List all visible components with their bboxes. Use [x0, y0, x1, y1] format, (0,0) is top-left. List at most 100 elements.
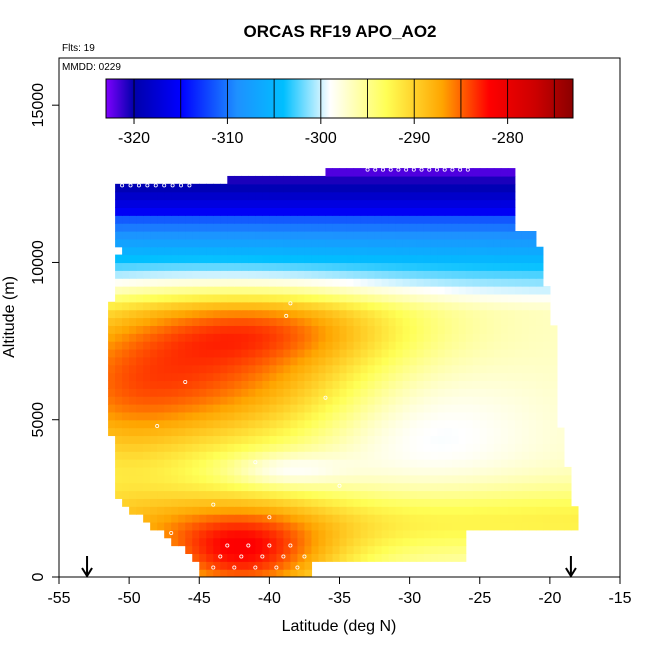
heatmap-cell: [367, 341, 376, 350]
heatmap-cell: [339, 207, 348, 216]
heatmap-cell: [430, 199, 439, 209]
heatmap-cell: [136, 207, 144, 216]
heatmap-cell: [500, 231, 509, 240]
heatmap-cell: [367, 317, 376, 326]
heatmap-cell: [206, 270, 214, 279]
heatmap-cell: [255, 199, 263, 209]
heatmap-cell: [227, 451, 235, 460]
heatmap-cell: [465, 231, 474, 240]
heatmap-cell: [395, 278, 404, 287]
heatmap-cell: [395, 545, 404, 555]
heatmap-cell: [206, 286, 214, 295]
heatmap-cell: [388, 372, 397, 382]
x-axis-label: Latitude (deg N): [282, 618, 397, 635]
heatmap-cell: [143, 498, 151, 507]
heatmap-cell: [318, 238, 327, 248]
heatmap-cell: [472, 207, 481, 216]
sample-point: [411, 167, 416, 172]
heatmap-cell: [206, 529, 214, 539]
heatmap-cell: [304, 215, 313, 224]
heatmap-cell: [556, 506, 565, 515]
heatmap-cell: [423, 521, 432, 531]
heatmap-cell: [276, 514, 284, 523]
heatmap-cell: [269, 231, 277, 240]
heatmap-cell: [486, 286, 495, 295]
heatmap-cell: [206, 262, 214, 271]
heatmap-cell: [304, 341, 313, 350]
heatmap-cell: [507, 207, 516, 216]
heatmap-cell: [122, 498, 130, 507]
heatmap-cell: [136, 490, 144, 499]
heatmap-cell: [150, 278, 158, 287]
heatmap-cell: [283, 317, 292, 326]
heatmap-cell: [241, 521, 249, 531]
heatmap-cell: [402, 435, 411, 444]
heatmap-cell: [199, 498, 207, 507]
heatmap-cell: [304, 175, 313, 185]
heatmap-cell: [143, 262, 151, 271]
heatmap-cell: [402, 293, 411, 303]
heatmap-cell: [262, 364, 270, 374]
heatmap-cell: [115, 262, 123, 271]
heatmap-cell: [269, 396, 277, 405]
heatmap-cell: [220, 490, 228, 499]
heatmap-cell: [311, 459, 320, 468]
heatmap-cell: [332, 537, 341, 547]
heatmap-cell: [234, 238, 242, 248]
heatmap-cell: [199, 529, 207, 539]
heatmap-cell: [339, 246, 348, 256]
heatmap-cell: [241, 199, 249, 209]
heatmap-cell: [234, 435, 242, 444]
heatmap-cell: [388, 506, 397, 515]
heatmap-cell: [318, 435, 327, 444]
heatmap-cell: [129, 183, 137, 193]
heatmap-cell: [199, 317, 207, 326]
heatmap-cell: [395, 490, 404, 499]
heatmap-cell: [444, 175, 453, 185]
heatmap-cell: [360, 356, 369, 366]
heatmap-cell: [381, 443, 390, 452]
heatmap-cell: [402, 356, 411, 366]
heatmap-cell: [514, 246, 523, 256]
heatmap-cell: [255, 419, 263, 429]
heatmap-cell: [192, 317, 200, 326]
heatmap-cell: [514, 254, 523, 264]
heatmap-cell: [339, 466, 348, 476]
heatmap-cell: [388, 521, 397, 531]
heatmap-cell: [115, 278, 123, 287]
heatmap-cell: [507, 341, 516, 350]
heatmap-cell: [465, 246, 474, 256]
heatmap-cell: [122, 333, 130, 342]
heatmap-cell: [409, 309, 418, 319]
heatmap-cell: [318, 262, 327, 271]
heatmap-cell: [507, 459, 516, 468]
heatmap-cell: [535, 388, 544, 397]
heatmap-cell: [367, 514, 376, 523]
heatmap-cell: [472, 254, 481, 264]
heatmap-cell: [444, 521, 453, 531]
heatmap-cell: [444, 293, 453, 303]
heatmap-cell: [458, 238, 467, 248]
heatmap-cell: [171, 498, 179, 507]
heatmap-cell: [171, 207, 179, 216]
heatmap-cell: [423, 301, 432, 311]
heatmap-cell: [115, 215, 123, 224]
latitude-arrows: [81, 556, 577, 578]
heatmap-cell: [451, 427, 460, 437]
heatmap-cell: [171, 482, 179, 492]
heatmap-cell: [374, 466, 383, 476]
heatmap-cell: [185, 309, 193, 319]
heatmap-cell: [213, 215, 221, 224]
heatmap-cell: [451, 286, 460, 295]
heatmap-cell: [248, 388, 256, 397]
heatmap-cell: [374, 238, 383, 248]
heatmap-cell: [276, 207, 284, 216]
heatmap-cell: [444, 388, 453, 397]
heatmap-cell: [150, 498, 158, 507]
heatmap-cell: [332, 262, 341, 271]
heatmap-cell: [311, 419, 320, 429]
heatmap-cell: [360, 427, 369, 437]
heatmap-cell: [500, 459, 509, 468]
heatmap-cell: [171, 514, 179, 523]
heatmap-cell: [444, 396, 453, 405]
